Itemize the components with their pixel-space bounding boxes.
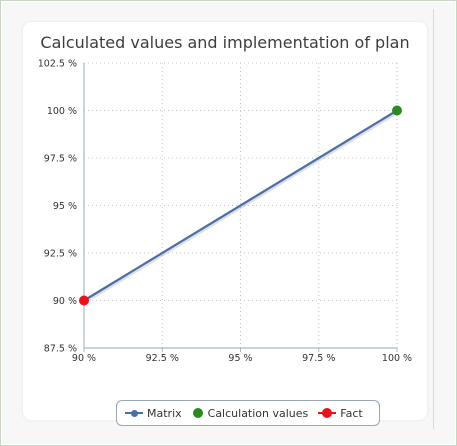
legend-label: Calculation values — [208, 407, 309, 420]
x-tick-label: 97.5 % — [302, 353, 335, 364]
x-tick-label: 100 % — [382, 353, 412, 364]
chart-axes: 87.5 %90 %92.5 %95 %97.5 %100 %102.5 %90… — [38, 59, 412, 365]
y-tick-label: 95 % — [53, 201, 77, 212]
legend-label: Fact — [340, 407, 362, 420]
legend-dot-icon — [193, 408, 203, 418]
legend-item-calculation-values[interactable]: Calculation values — [192, 407, 309, 420]
x-tick-label: 90 % — [72, 353, 96, 364]
legend-item-fact[interactable]: Fact — [318, 407, 362, 420]
data-point-calculation-values[interactable] — [392, 106, 402, 116]
legend-item-matrix[interactable]: Matrix — [125, 407, 182, 420]
line-chart: Calculated values and implementation of … — [23, 22, 427, 394]
legend-dot-icon — [322, 408, 332, 418]
legend-dot-icon — [131, 410, 138, 417]
y-tick-label: 92.5 % — [44, 249, 77, 260]
y-tick-label: 100 % — [47, 106, 77, 117]
y-tick-label: 102.5 % — [38, 59, 77, 70]
x-tick-label: 95 % — [228, 353, 252, 364]
y-tick-label: 97.5 % — [44, 154, 77, 165]
chart-legend[interactable]: Matrix Calculation values Fact — [116, 400, 380, 426]
legend-symbol-icon — [192, 407, 204, 419]
data-point-fact[interactable] — [79, 296, 89, 306]
series-line-shadow — [85, 112, 398, 302]
y-tick-label: 90 % — [53, 296, 77, 307]
chart-panel: Calculated values and implementation of … — [23, 22, 427, 420]
legend-symbol-icon — [125, 407, 143, 419]
legend-label: Matrix — [147, 407, 182, 420]
legend-symbol-icon — [318, 407, 336, 419]
x-tick-label: 92.5 % — [146, 353, 179, 364]
chart-title: Calculated values and implementation of … — [40, 33, 409, 52]
